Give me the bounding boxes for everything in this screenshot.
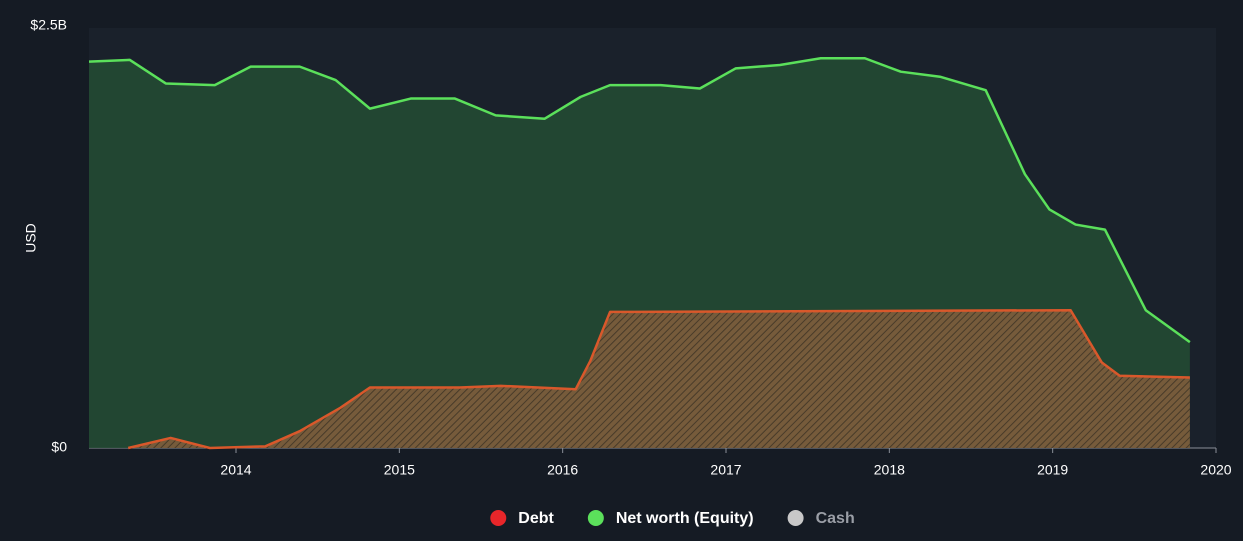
area-line xyxy=(88,56,1191,344)
legend-label[interactable]: Cash xyxy=(816,510,855,527)
legend-marker[interactable] xyxy=(787,510,804,526)
x-tick-label: 2017 xyxy=(710,462,741,478)
legend-label[interactable]: Debt xyxy=(518,510,554,527)
y-tick-label: $0 xyxy=(51,439,67,455)
area-line xyxy=(127,308,1190,450)
x-tick-label: 2019 xyxy=(1037,462,1068,478)
legend-label[interactable]: Net worth (Equity) xyxy=(616,510,754,527)
x-tick-label: 2015 xyxy=(384,462,415,478)
legend-marker[interactable] xyxy=(587,510,604,526)
x-tick-label: 2020 xyxy=(1200,462,1231,478)
legend-marker[interactable] xyxy=(490,510,507,526)
x-tick-label: 2018 xyxy=(874,462,905,478)
x-tick-label: 2016 xyxy=(547,462,578,478)
area-fill xyxy=(128,310,1190,448)
x-tick-label: 2014 xyxy=(220,462,251,478)
y-axis-label: USD xyxy=(23,223,39,253)
y-tick-label: $2.5B xyxy=(30,17,67,33)
